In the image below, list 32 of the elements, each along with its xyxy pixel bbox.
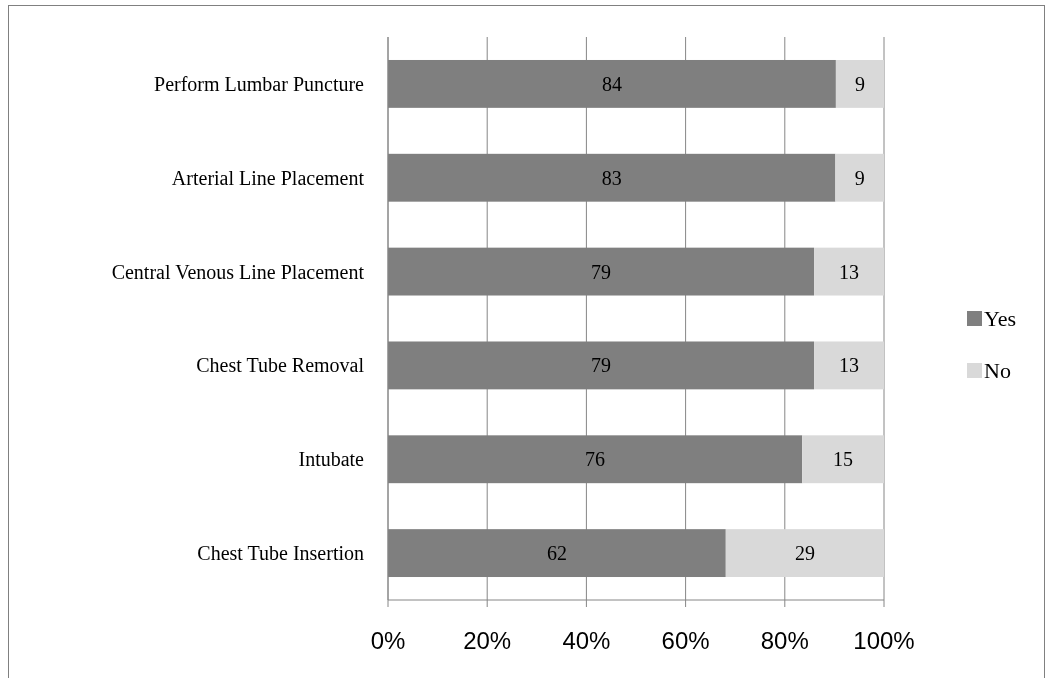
annotation: 29	[794, 542, 815, 565]
annotation: 13	[839, 260, 860, 283]
y-tick-label: Intubate	[298, 448, 365, 471]
y-tick-label: Chest Tube Removal	[196, 354, 365, 377]
annotation: 84	[601, 72, 622, 95]
bar	[814, 341, 884, 390]
y-tick-label: Central Venous Line Placement	[111, 260, 365, 283]
annotation: 15	[833, 448, 854, 471]
x-tick-label: 60%	[661, 627, 710, 654]
x-tick-label: 20%	[463, 627, 512, 654]
annotation: 62	[546, 542, 567, 565]
x-tick-label: 80%	[760, 627, 809, 654]
y-tick-label: Chest Tube Insertion	[197, 542, 364, 565]
annotation: 79	[591, 354, 612, 377]
annotation: 13	[839, 354, 860, 377]
legend-label: No	[984, 357, 1011, 383]
annotation: 79	[591, 260, 612, 283]
annotation: 83	[601, 166, 622, 189]
bar	[835, 153, 884, 202]
bar	[725, 529, 884, 578]
bar	[814, 247, 884, 296]
bar	[835, 59, 884, 108]
bar	[802, 435, 884, 484]
annotation: 9	[854, 72, 865, 95]
y-tick-label: Arterial Line Placement	[171, 166, 365, 189]
legend-label: Yes	[984, 305, 1017, 331]
y-tick-label: Perform Lumbar Puncture	[154, 72, 365, 95]
annotation: 9	[854, 166, 865, 189]
x-tick-label: 0%	[370, 627, 406, 654]
x-tick-label: 100%	[853, 627, 915, 654]
x-tick-label: 40%	[562, 627, 611, 654]
annotation: 76	[585, 448, 606, 471]
